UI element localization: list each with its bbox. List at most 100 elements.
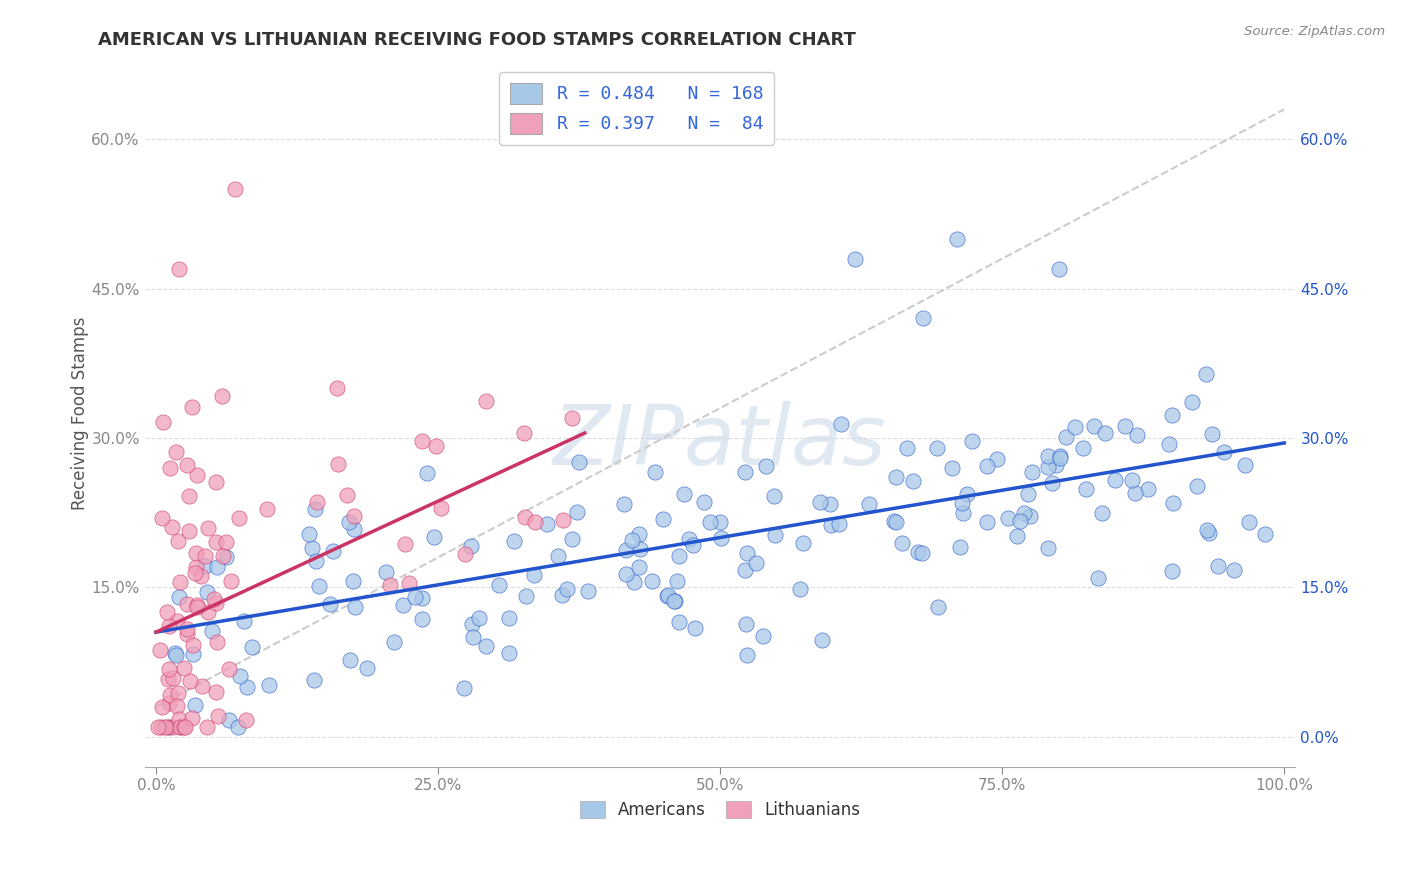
Point	[256, 502, 278, 516]
Point	[623, 574, 645, 589]
Point	[218, 714, 240, 728]
Point	[157, 662, 180, 676]
Point	[394, 536, 416, 550]
Point	[197, 606, 219, 620]
Point	[460, 539, 482, 553]
Point	[1005, 529, 1028, 543]
Point	[337, 515, 360, 529]
Point	[169, 720, 191, 734]
Point	[236, 680, 259, 694]
Point	[1185, 479, 1208, 493]
Point	[762, 489, 785, 503]
Point	[693, 494, 716, 508]
Point	[1137, 482, 1160, 496]
Point	[180, 401, 202, 415]
Point	[343, 600, 366, 615]
Point	[1201, 426, 1223, 441]
Point	[1198, 526, 1220, 541]
Point	[226, 720, 249, 734]
Point	[160, 520, 183, 534]
Point	[305, 554, 328, 568]
Point	[156, 606, 179, 620]
Point	[1125, 428, 1147, 442]
Point	[1125, 485, 1147, 500]
Point	[997, 511, 1019, 525]
Point	[976, 515, 998, 529]
Point	[380, 578, 402, 592]
Point	[184, 698, 207, 713]
Point	[1161, 565, 1184, 579]
Point	[565, 505, 588, 519]
Point	[160, 720, 183, 734]
Point	[179, 674, 201, 689]
Point	[1038, 541, 1060, 555]
Point	[301, 541, 323, 555]
Point	[475, 394, 498, 409]
Point	[952, 506, 974, 520]
Point	[467, 611, 489, 625]
Point	[201, 624, 224, 638]
Point	[374, 565, 396, 579]
Point	[1094, 426, 1116, 441]
Text: ZIPatlas: ZIPatlas	[554, 401, 887, 482]
Point	[763, 528, 786, 542]
Point	[734, 465, 756, 479]
Point	[322, 544, 344, 558]
Point	[215, 550, 238, 565]
Point	[1045, 458, 1067, 472]
Point	[205, 475, 228, 490]
Point	[167, 261, 190, 276]
Point	[157, 619, 180, 633]
Point	[219, 574, 242, 588]
Point	[986, 452, 1008, 467]
Point	[912, 311, 935, 326]
Point	[202, 592, 225, 607]
Point	[551, 512, 574, 526]
Point	[150, 511, 173, 525]
Point	[1064, 419, 1087, 434]
Point	[498, 646, 520, 660]
Point	[166, 686, 188, 700]
Point	[228, 511, 250, 525]
Point	[169, 574, 191, 589]
Point	[398, 576, 420, 591]
Point	[167, 590, 190, 604]
Point	[336, 488, 359, 502]
Point	[411, 591, 433, 605]
Point	[1083, 418, 1105, 433]
Point	[627, 526, 650, 541]
Point	[1047, 261, 1070, 276]
Point	[503, 534, 526, 549]
Point	[205, 559, 228, 574]
Point	[165, 646, 187, 660]
Point	[578, 584, 600, 599]
Point	[382, 635, 405, 649]
Point	[181, 711, 204, 725]
Point	[709, 515, 731, 529]
Point	[205, 535, 228, 549]
Point	[498, 611, 520, 625]
Point	[240, 640, 263, 654]
Point	[735, 546, 758, 560]
Point	[745, 556, 768, 570]
Point	[682, 538, 704, 552]
Point	[166, 699, 188, 714]
Point	[302, 673, 325, 688]
Point	[430, 501, 453, 516]
Point	[561, 411, 583, 425]
Point	[830, 417, 852, 431]
Point	[1074, 483, 1097, 497]
Point	[699, 515, 721, 529]
Point	[1206, 559, 1229, 574]
Point	[343, 522, 366, 536]
Point	[651, 511, 673, 525]
Point	[734, 563, 756, 577]
Point	[173, 661, 195, 675]
Point	[1212, 445, 1234, 459]
Point	[211, 389, 233, 403]
Point	[149, 720, 172, 734]
Point	[235, 713, 257, 727]
Point	[551, 588, 574, 602]
Point	[820, 518, 842, 533]
Point	[157, 696, 180, 710]
